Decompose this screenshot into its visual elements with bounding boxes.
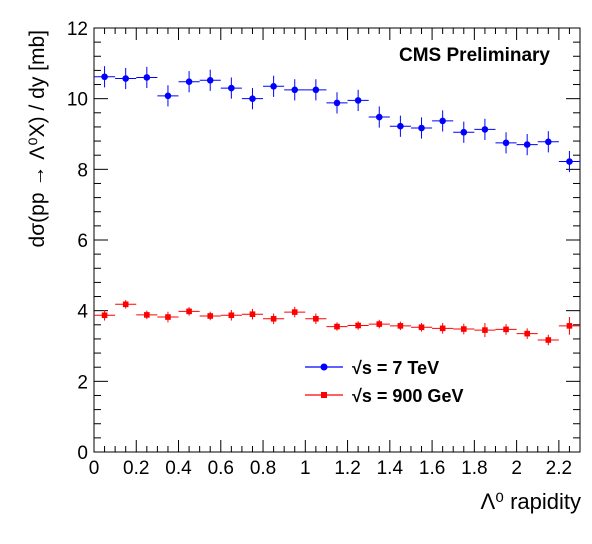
- x-tick-label: 0.6: [208, 458, 234, 479]
- data-point-7tev: [418, 124, 425, 132]
- data-point-7tev: [206, 76, 214, 84]
- data-point-7tev: [185, 78, 193, 86]
- y-tick-label: 12: [67, 19, 88, 40]
- data-point-900gev: [545, 337, 552, 343]
- data-point-900gev: [313, 315, 319, 322]
- data-point-900gev: [460, 326, 467, 332]
- legend-label-7tev: √s = 7 TeV: [352, 358, 439, 378]
- data-point-900gev: [334, 323, 340, 330]
- data-point-900gev: [186, 308, 192, 315]
- y-tick-label: 0: [77, 443, 88, 464]
- data-point-7tev: [164, 92, 172, 100]
- data-point-900gev: [207, 313, 214, 319]
- data-point-900gev: [122, 301, 129, 308]
- data-point-7tev: [333, 99, 341, 107]
- data-point-900gev: [355, 322, 361, 329]
- y-tick-label: 4: [77, 302, 88, 323]
- data-point-900gev: [524, 330, 530, 337]
- data-point-7tev: [460, 128, 468, 136]
- data-point-7tev: [523, 141, 531, 148]
- y-tick-label: 8: [77, 160, 88, 181]
- y-axis-label: dσ(pp → Λ⁰X) / dy [mb]: [26, 30, 49, 247]
- data-point-900gev: [503, 326, 509, 333]
- data-point-900gev: [376, 321, 383, 327]
- data-point-900gev: [439, 325, 446, 332]
- y-tick-label: 2: [77, 372, 88, 393]
- series-900gev: [94, 300, 580, 346]
- x-tick-label: 0.4: [165, 458, 192, 479]
- plot-frame: [93, 27, 581, 453]
- x-tick-label: 0.2: [123, 458, 149, 479]
- data-point-900gev: [101, 312, 108, 319]
- x-tick-label: 0.8: [250, 458, 276, 479]
- data-point-7tev: [143, 74, 151, 81]
- data-point-900gev: [418, 324, 425, 331]
- data-point-7tev: [291, 86, 299, 94]
- data-point-7tev: [439, 117, 446, 125]
- data-point-900gev: [397, 323, 404, 329]
- data-point-7tev: [122, 75, 129, 82]
- data-point-900gev: [228, 312, 235, 319]
- data-point-7tev: [545, 138, 552, 146]
- legend-marker-900gev: [321, 392, 327, 398]
- x-tick-label: 2: [511, 458, 522, 479]
- data-point-900gev: [270, 315, 277, 322]
- x-tick-label: 1.8: [461, 458, 487, 479]
- x-tick-label: 1.4: [377, 458, 404, 479]
- data-point-900gev: [249, 311, 256, 317]
- legend-marker-7tev: [320, 363, 328, 371]
- series-layer: [94, 66, 580, 346]
- x-tick-label: 1.6: [419, 458, 445, 479]
- legend-label-900gev: √s = 900 GeV: [352, 386, 463, 406]
- series-7tev: [94, 66, 580, 173]
- data-point-7tev: [481, 126, 489, 133]
- data-point-7tev: [566, 158, 573, 165]
- data-point-7tev: [270, 83, 277, 90]
- data-point-900gev: [165, 314, 171, 320]
- x-tick-label: 1.2: [334, 458, 360, 479]
- x-tick-label: 0: [89, 458, 100, 479]
- y-tick-label: 10: [67, 90, 88, 111]
- data-point-7tev: [228, 84, 235, 92]
- x-tick-label: 2.2: [546, 458, 572, 479]
- x-tick-label: 1: [300, 458, 311, 479]
- data-point-900gev: [291, 309, 298, 315]
- data-point-7tev: [249, 95, 256, 102]
- x-axis-label: Λ⁰ rapidity: [480, 489, 581, 514]
- data-point-7tev: [502, 139, 510, 147]
- data-point-900gev: [566, 323, 573, 329]
- y-axis: 0 2 4 6 8 10 12: [67, 19, 580, 464]
- data-point-7tev: [375, 113, 383, 121]
- data-point-7tev: [397, 122, 404, 130]
- data-point-7tev: [354, 97, 362, 104]
- data-point-900gev: [144, 312, 150, 318]
- legend: √s = 7 TeV √s = 900 GeV: [305, 358, 463, 406]
- x-axis: 0 0.2 0.4 0.6 0.8 1 1.2 1.4 1.6 1.8 2 2.2: [89, 28, 581, 479]
- data-point-900gev: [482, 327, 488, 333]
- data-point-7tev: [312, 86, 320, 94]
- y-tick-label: 6: [77, 231, 88, 252]
- data-point-7tev: [101, 73, 108, 81]
- annotation-cms-preliminary: CMS Preliminary: [399, 45, 550, 66]
